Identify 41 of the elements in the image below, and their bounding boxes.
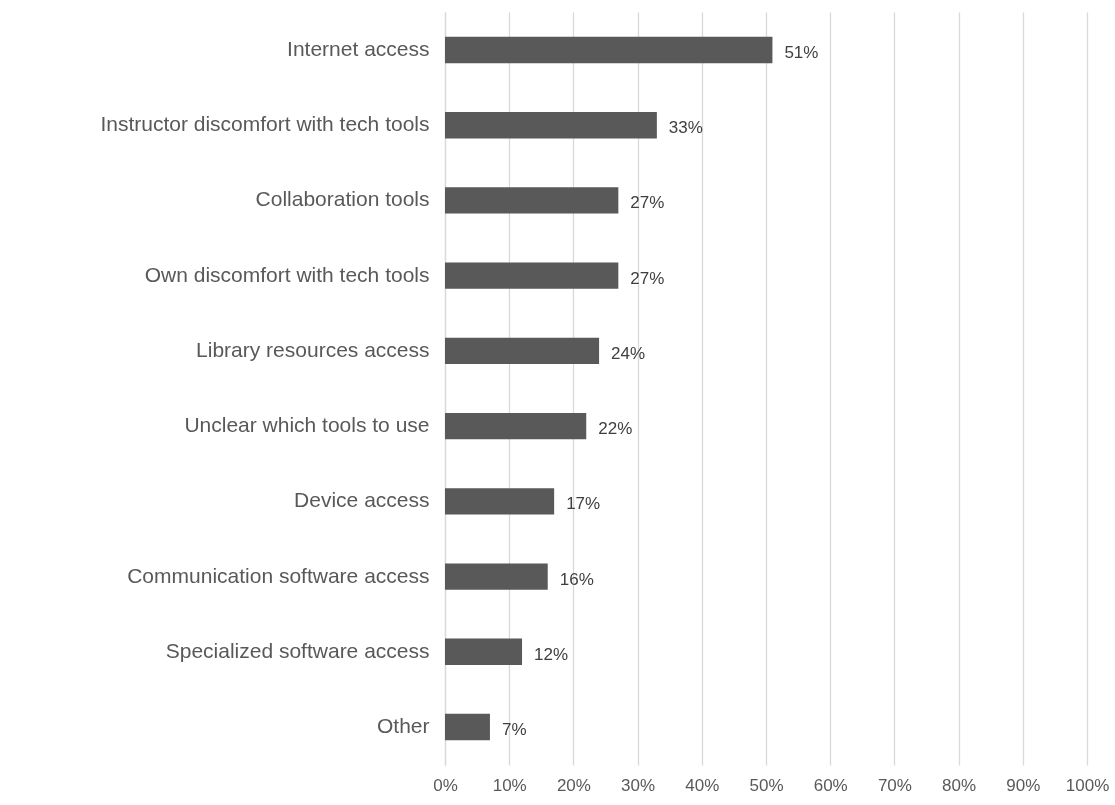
- x-tick-label: 100%: [1065, 775, 1110, 795]
- data-label: 17%: [566, 494, 601, 514]
- x-tick-label: 0%: [433, 775, 458, 795]
- bar: [445, 262, 619, 289]
- data-label: 51%: [784, 42, 819, 62]
- y-tick-label: Device access: [294, 488, 430, 512]
- y-tick-label: Internet access: [287, 36, 430, 60]
- bar: [445, 488, 555, 515]
- x-tick-label: 90%: [1006, 775, 1041, 795]
- y-tick-label: Unclear which tools to use: [184, 413, 430, 437]
- data-label: 7%: [501, 720, 527, 740]
- bar: [445, 563, 548, 590]
- bar: [445, 112, 657, 139]
- data-label: 27%: [630, 268, 665, 288]
- y-tick-label: Collaboration tools: [255, 187, 430, 211]
- y-tick-label: Specialized software access: [165, 638, 430, 662]
- bar: [445, 713, 490, 741]
- y-tick-label: Library resources access: [196, 337, 430, 361]
- x-tick-label: 50%: [749, 775, 784, 795]
- bar: [445, 638, 523, 665]
- y-tick-label: Instructor discomfort with tech tools: [100, 112, 430, 136]
- bar: [445, 337, 600, 365]
- bar: [445, 36, 773, 64]
- bar: [445, 187, 619, 214]
- x-tick-label: 80%: [942, 775, 977, 795]
- data-label: 22%: [598, 419, 633, 439]
- y-tick-label: Own discomfort with tech tools: [144, 262, 430, 286]
- x-tick-label: 40%: [685, 775, 720, 795]
- x-tick-label: 20%: [556, 775, 591, 795]
- data-label: 27%: [630, 193, 665, 213]
- y-tick-label: Communication software access: [127, 563, 430, 587]
- x-tick-label: 70%: [877, 775, 912, 795]
- x-tick-label: 60%: [813, 775, 848, 795]
- data-label: 33%: [668, 118, 703, 138]
- x-tick-label: 30%: [621, 775, 656, 795]
- x-tick-label: 10%: [492, 775, 527, 795]
- data-label: 16%: [559, 569, 594, 589]
- data-label: 12%: [534, 644, 569, 664]
- data-label: 24%: [611, 343, 646, 363]
- y-tick-label: Other: [376, 714, 430, 738]
- bar: [445, 412, 587, 440]
